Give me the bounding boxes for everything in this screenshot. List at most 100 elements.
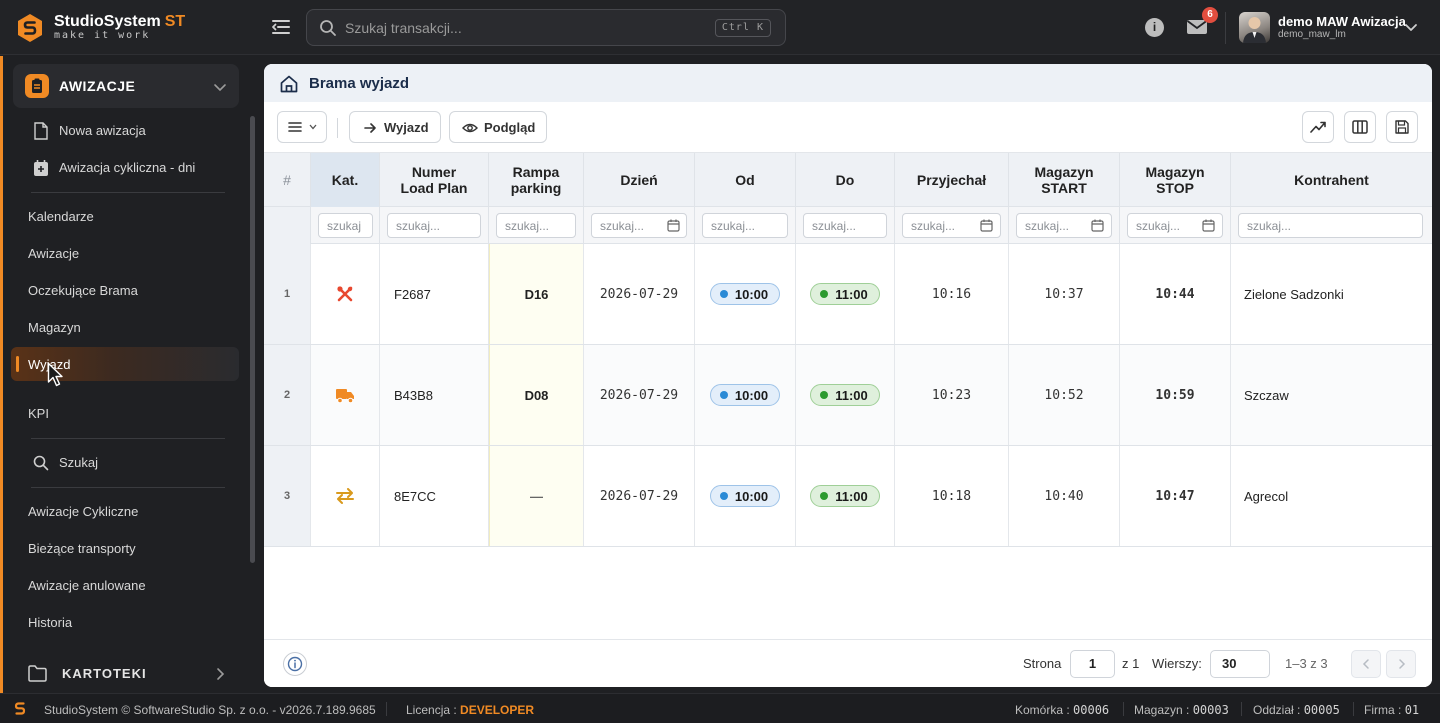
mail-icon[interactable] (1186, 18, 1208, 36)
avatar[interactable] (1239, 12, 1270, 43)
magazyn-info: Magazyn : 00003 (1134, 703, 1229, 717)
column-header-od[interactable]: Od (695, 153, 796, 207)
sidebar-item-kalendarze[interactable]: Kalendarze (28, 209, 94, 224)
table-row[interactable]: 2 B43B8 D08 2026-07-29 10:00 11:00 10:23… (264, 345, 1432, 446)
filter-input-do[interactable] (803, 213, 887, 238)
calendar-icon[interactable] (1202, 219, 1215, 232)
license-value: DEVELOPER (460, 703, 535, 717)
do-time-badge: 11:00 (810, 384, 880, 406)
next-page-button[interactable] (1386, 650, 1416, 678)
studiosystem-logo-icon[interactable] (18, 14, 42, 42)
od-time-badge: 10:00 (709, 384, 781, 406)
info-icon[interactable] (283, 652, 307, 676)
column-header-magazyn-stop[interactable]: Magazyn STOP (1120, 153, 1231, 207)
sidebar-item-magazyn[interactable]: Magazyn (28, 320, 81, 335)
filter-input-dzien[interactable] (591, 213, 687, 238)
column-header-przyjechal[interactable]: Przyjechał (895, 153, 1009, 207)
filter-input-numer[interactable] (387, 213, 481, 238)
sidebar-item-nowa-awizacja[interactable]: Nowa awizacja (34, 121, 146, 141)
sidebar-item-biezace-transporty[interactable]: Bieżące transporty (28, 541, 136, 556)
chevron-down-icon[interactable] (1404, 20, 1418, 34)
column-header-magazyn-start[interactable]: Magazyn START (1009, 153, 1120, 207)
do-time: 11:00 (835, 286, 868, 302)
magazyn-label: Magazyn : (1134, 703, 1190, 717)
filter-input-rampa[interactable] (496, 213, 576, 238)
trend-chart-button[interactable] (1302, 111, 1334, 143)
menu-collapse-icon[interactable] (270, 16, 292, 38)
column-header-do[interactable]: Do (796, 153, 895, 207)
column-header-kontrahent[interactable]: Kontrahent (1294, 172, 1369, 188)
search-input[interactable] (345, 18, 705, 38)
sidebar-item-awizacje[interactable]: Awizacje (28, 246, 80, 261)
page-label: Strona (1023, 656, 1062, 671)
save-button[interactable] (1386, 111, 1418, 143)
filter-input-od[interactable] (702, 213, 788, 238)
filter-cell-przyjechal (895, 207, 1009, 244)
oddzial-value: 00005 (1303, 703, 1340, 717)
chevron-right-icon (1399, 659, 1406, 669)
od-time-badge: 10:00 (709, 283, 781, 305)
filter-cell-rampa (489, 207, 584, 244)
filter-cell-do (796, 207, 895, 244)
column-header-numer[interactable]: Numer Load Plan (380, 153, 489, 207)
column-header-rampa[interactable]: Rampa parking (489, 153, 584, 207)
sidebar-item-szukaj[interactable]: Szukaj (33, 453, 98, 473)
eye-icon (462, 123, 478, 133)
filter-input-kat[interactable] (318, 213, 373, 238)
magazyn-stop-cell: 10:44 (1120, 244, 1231, 344)
sidebar-section-awizacje[interactable]: AWIZACJE (13, 64, 239, 108)
menu-dropdown-button[interactable] (277, 111, 327, 143)
home-icon[interactable] (279, 74, 299, 94)
status-dot (719, 492, 728, 500)
table-row[interactable]: 1 F2687 D16 2026-07-29 10:00 11:00 10:16… (264, 244, 1432, 345)
filter-input-magazyn-start[interactable] (1016, 213, 1112, 238)
sidebar-item-awizacje-anulowane[interactable]: Awizacje anulowane (28, 578, 146, 593)
user-login: demo_maw_lm (1278, 29, 1346, 40)
sidebar-item-awizacja-cykliczna[interactable]: Awizacja cykliczna - dni (34, 158, 195, 178)
rampa-cell: D16 (489, 244, 584, 344)
page-number-input[interactable]: 1 (1070, 650, 1115, 678)
numer-load-plan-cell: B43B8 (380, 345, 489, 445)
calendar-icon (34, 160, 48, 176)
sidebar-item-oczekujace-brama[interactable]: Oczekujące Brama (28, 283, 138, 298)
filter-input-przyjechal[interactable] (902, 213, 1001, 238)
sidebar-section-kartoteki[interactable]: KARTOTEKI (28, 663, 238, 685)
avatar-person-icon (1243, 17, 1266, 43)
table-row[interactable]: 3 8E7CC — 2026-07-29 10:00 11:00 10:18 1… (264, 446, 1432, 547)
pagination-bar: Strona 1 z 1 Wierszy: 30 1–3 z 3 (264, 639, 1432, 687)
tools-icon (337, 286, 353, 302)
column-header-dzien[interactable]: Dzień (584, 153, 695, 207)
prev-page-button[interactable] (1351, 650, 1381, 678)
sidebar-section-title: KARTOTEKI (62, 666, 147, 681)
category-cell (311, 345, 380, 445)
filter-cell-magazyn-start (1009, 207, 1120, 244)
firma-label: Firma : (1364, 703, 1402, 717)
info-icon[interactable]: i (1145, 18, 1164, 37)
row-number: 1 (264, 244, 311, 344)
wyjazd-button[interactable]: Wyjazd (349, 111, 441, 143)
sidebar-item-historia[interactable]: Historia (28, 615, 73, 630)
do-time: 11:00 (835, 387, 868, 403)
calendar-icon[interactable] (980, 219, 993, 232)
sidebar-item-awizacje-cykliczne[interactable]: Awizacje Cykliczne (28, 504, 139, 519)
calendar-icon[interactable] (667, 219, 680, 232)
hamburger-icon (288, 122, 302, 132)
wyjazd-button-label: Wyjazd (384, 120, 429, 135)
swap-arrows-icon (336, 488, 354, 504)
column-header-kat[interactable]: Kat. (311, 153, 380, 207)
global-search[interactable]: Ctrl K (306, 9, 786, 46)
calendar-icon[interactable] (1091, 219, 1104, 232)
sidebar-item-kpi[interactable]: KPI (28, 406, 49, 421)
podglad-button[interactable]: Podgląd (449, 111, 547, 143)
filter-input-magazyn-stop[interactable] (1127, 213, 1223, 238)
columns-button[interactable] (1344, 111, 1376, 143)
chevron-right-icon (217, 668, 225, 680)
rows-per-page-select[interactable]: 30 (1210, 650, 1270, 678)
od-time: 10:00 (734, 488, 769, 504)
sidebar-scrollbar[interactable] (250, 116, 255, 563)
filter-input-kontrahent[interactable] (1238, 213, 1423, 238)
trend-up-icon (1310, 121, 1326, 133)
clipboard-icon (25, 74, 49, 98)
user-name[interactable]: demo MAW Awizacja (1278, 14, 1406, 29)
